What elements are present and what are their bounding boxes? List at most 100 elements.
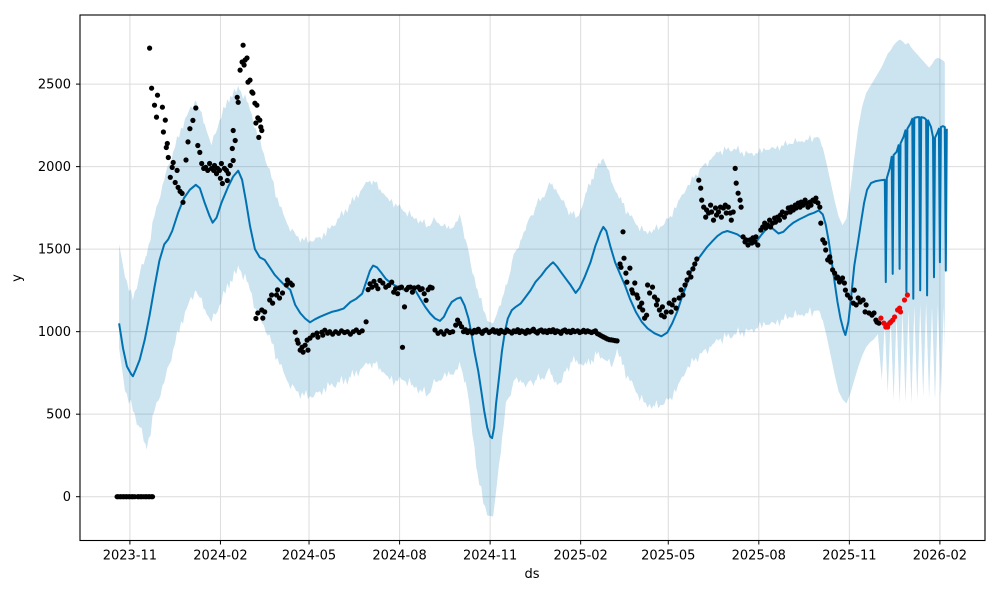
observed-point <box>632 280 638 286</box>
observed-point <box>227 162 233 169</box>
observed-point <box>380 280 386 286</box>
observed-point <box>459 324 465 330</box>
observed-point <box>649 284 656 290</box>
observed-point <box>407 284 413 290</box>
observed-point <box>733 180 739 186</box>
observed-point <box>699 197 705 203</box>
observed-point <box>842 287 849 293</box>
y-tick-label: 2500 <box>38 78 71 93</box>
observed-point <box>230 127 236 134</box>
observed-point <box>235 99 241 105</box>
observed-point <box>276 295 283 301</box>
observed-point <box>732 165 738 171</box>
observed-point <box>199 160 205 167</box>
recent-point <box>897 309 904 315</box>
observed-point <box>753 234 759 240</box>
uncertainty-band-area <box>119 39 945 517</box>
observed-scatter <box>114 42 882 500</box>
observed-point <box>703 214 709 220</box>
observed-point <box>793 205 799 211</box>
observed-point <box>708 202 714 208</box>
observed-point <box>399 344 406 350</box>
observed-point <box>783 210 790 216</box>
observed-point <box>389 279 395 285</box>
observed-point <box>692 261 698 267</box>
observed-point <box>314 330 320 336</box>
y-tick-label: 0 <box>63 490 71 505</box>
observed-point <box>640 307 646 313</box>
observed-point <box>735 190 741 196</box>
observed-point <box>808 202 814 208</box>
observed-point <box>393 286 399 292</box>
observed-point <box>450 329 456 335</box>
x-tick-label: 2024-05 <box>282 549 336 564</box>
observed-point <box>680 292 686 298</box>
observed-point <box>229 145 235 152</box>
observed-point <box>686 270 692 276</box>
observed-point <box>822 240 828 246</box>
observed-point <box>254 102 260 108</box>
observed-point <box>180 199 186 205</box>
observed-point <box>163 144 169 151</box>
observed-point <box>620 229 626 235</box>
observed-point <box>154 92 161 98</box>
observed-point <box>694 256 700 262</box>
observed-point <box>669 302 675 308</box>
observed-point <box>371 278 377 284</box>
observed-point <box>193 105 199 111</box>
forecast-line <box>118 116 948 440</box>
observed-point <box>690 266 696 272</box>
observed-point <box>365 287 371 293</box>
observed-point <box>195 142 201 149</box>
observed-point <box>715 209 722 215</box>
uncertainty-band <box>119 39 945 517</box>
recent-point <box>904 292 911 298</box>
observed-point <box>217 175 223 181</box>
observed-point <box>630 290 636 296</box>
observed-point <box>730 209 736 215</box>
observed-point <box>623 270 629 276</box>
observed-point <box>183 157 189 163</box>
observed-point <box>253 120 259 126</box>
observed-point <box>160 129 166 135</box>
observed-point <box>256 134 262 140</box>
observed-point <box>262 309 268 315</box>
observed-point <box>159 104 165 110</box>
observed-point <box>718 214 725 220</box>
observed-point <box>270 300 276 306</box>
observed-point <box>315 334 321 340</box>
observed-point <box>698 185 704 191</box>
observed-point <box>828 259 834 265</box>
observed-point <box>768 224 774 230</box>
observed-point <box>635 295 641 301</box>
observed-point <box>257 117 263 123</box>
observed-point <box>386 282 392 288</box>
observed-point <box>817 204 823 210</box>
observed-point <box>876 320 882 326</box>
observed-point <box>369 284 375 290</box>
observed-point <box>627 265 633 271</box>
observed-point <box>654 297 661 303</box>
observed-point <box>250 90 256 96</box>
observed-point <box>755 242 761 248</box>
observed-point <box>190 117 196 123</box>
observed-point <box>292 329 298 335</box>
observed-point <box>300 349 306 355</box>
observed-point <box>832 270 838 276</box>
observed-point <box>813 195 819 201</box>
observed-point <box>429 285 435 291</box>
recent-point <box>901 297 908 303</box>
observed-point <box>240 42 246 48</box>
x-tick-label: 2023-11 <box>103 549 157 564</box>
tick-labels: 2023-11 2024-02 2024-05 2024-08 2024-11 2025-… <box>38 78 967 564</box>
observed-point <box>682 282 688 288</box>
observed-point <box>401 304 408 310</box>
observed-point <box>745 242 751 248</box>
x-tick-label: 2024-08 <box>372 549 426 564</box>
observed-point <box>818 220 824 226</box>
observed-point <box>170 159 176 166</box>
x-tick-label: 2025-08 <box>732 549 786 564</box>
observed-point <box>725 204 731 210</box>
forecast-line-path <box>118 116 948 440</box>
observed-point <box>860 297 866 303</box>
